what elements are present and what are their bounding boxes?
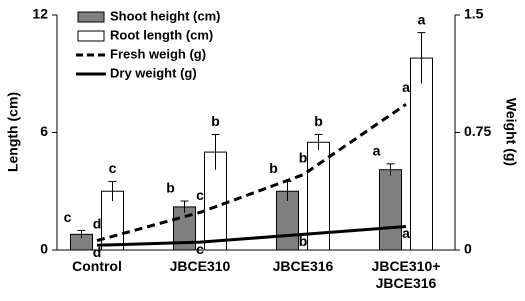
significance-letter: c — [196, 187, 204, 203]
significance-letter: c — [64, 209, 72, 225]
legend-swatch — [77, 11, 105, 23]
significance-letter: b — [211, 113, 220, 129]
legend-label: Fresh weigh (g) — [110, 46, 206, 61]
y-tick-label: 6 — [40, 123, 48, 139]
significance-letter: b — [314, 113, 323, 129]
legend-swatch — [77, 30, 105, 42]
legend-label: Dry weight (g) — [110, 65, 197, 80]
x-tick-label: Control — [72, 258, 122, 274]
line-series — [96, 103, 407, 243]
significance-letter: d — [93, 215, 102, 231]
significance-letter: b — [299, 233, 308, 249]
significance-letter: d — [93, 244, 102, 260]
y2-tick-label: 0 — [464, 241, 472, 257]
y-tick-label: 0 — [40, 241, 48, 257]
significance-letter: b — [269, 160, 278, 176]
y2-tick-label: 1.5 — [464, 6, 484, 22]
y-axis-label: Length (cm) — [5, 92, 21, 172]
significance-letter: a — [418, 11, 426, 27]
significance-letter: b — [166, 180, 175, 196]
y2-axis-label: Weight (g) — [503, 98, 519, 166]
significance-letter: a — [402, 79, 410, 95]
legend-label: Root length (cm) — [110, 27, 213, 42]
significance-letter: a — [373, 143, 381, 159]
line-series — [96, 225, 407, 247]
y2-tick-label: 0.75 — [464, 123, 491, 139]
bar — [379, 169, 402, 251]
significance-letter: b — [299, 150, 308, 166]
bar — [410, 57, 433, 251]
x-tick-label: JBCE310+ JBCE316 — [371, 258, 441, 291]
x-tick-label: JBCE310 — [169, 258, 231, 274]
significance-letter: c — [109, 160, 117, 176]
significance-letter: c — [196, 241, 204, 257]
y-tick-label: 12 — [32, 6, 48, 22]
legend-label: Shoot height (cm) — [110, 8, 221, 23]
x-tick-label: JBCE316 — [272, 258, 334, 274]
significance-letter: a — [402, 225, 410, 241]
